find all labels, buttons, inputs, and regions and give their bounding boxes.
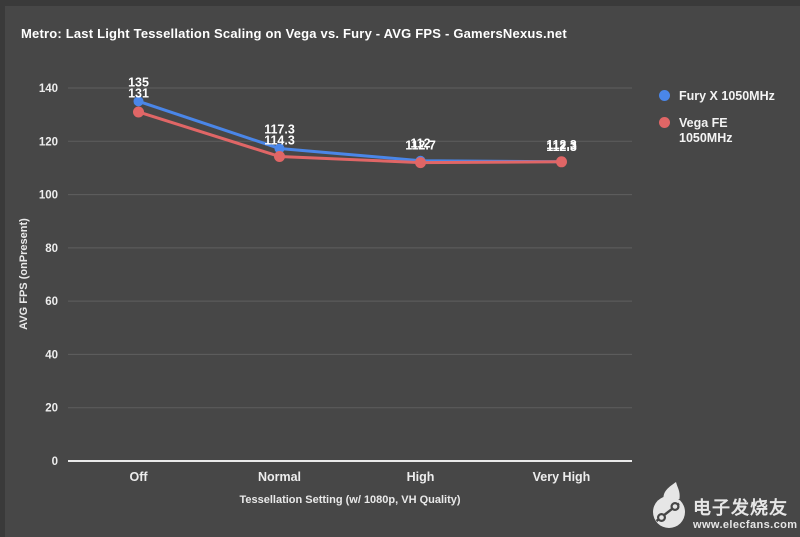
data-point: [556, 156, 567, 168]
data-label: 112.3: [546, 140, 577, 154]
legend-label: Vega FE 1050MHz: [679, 116, 733, 145]
x-category-label: Very High: [533, 470, 591, 484]
x-category-label: High: [407, 470, 435, 484]
y-tick-label: 100: [39, 190, 58, 202]
watermark-url-text: www.elecfans.com: [693, 519, 798, 531]
x-axis-title: Tessellation Setting (w/ 1080p, VH Quali…: [239, 494, 461, 506]
legend-item-vega[interactable]: Vega FE 1050MHz: [659, 116, 767, 145]
data-label: 135: [128, 75, 149, 89]
y-tick-label: 60: [45, 296, 58, 308]
data-label: 114.3: [264, 133, 295, 147]
y-tick-label: 40: [45, 349, 58, 361]
y-tick-label: 140: [39, 83, 58, 95]
data-label: 131: [128, 86, 149, 100]
data-point: [133, 106, 144, 118]
elecfans-logo-icon: [653, 482, 685, 528]
watermark: 电子发烧友 www.elecfans.com: [649, 481, 797, 531]
data-label: 112.7: [405, 139, 436, 153]
y-tick-label: 120: [39, 136, 58, 148]
legend: Fury X 1050MHz Vega FE 1050MHz: [659, 89, 775, 145]
data-point: [415, 157, 426, 169]
legend-label: Fury X 1050MHz: [679, 89, 775, 103]
y-tick-label: 20: [45, 403, 58, 415]
data-point: [274, 143, 285, 154]
top-edge-border: [0, 0, 800, 6]
data-point: [274, 150, 285, 162]
legend-item-fury[interactable]: Fury X 1050MHz: [659, 89, 775, 103]
series-line-vega: [137, 110, 563, 165]
y-tick-label: 80: [45, 243, 58, 255]
y-axis-title: AVG FPS (onPresent): [18, 218, 30, 330]
legend-color-dot: [659, 90, 670, 101]
chart-title: Metro: Last Light Tessellation Scaling o…: [21, 26, 567, 41]
legend-color-dot: [659, 117, 670, 129]
x-category-label: Normal: [258, 470, 301, 484]
data-label: 112.3: [546, 138, 577, 152]
data-label: 112: [410, 137, 430, 151]
watermark-brand-text: 电子发烧友: [693, 498, 788, 518]
data-label: 117.3: [264, 122, 295, 136]
y-tick-label: 0: [52, 456, 58, 468]
x-category-label: Off: [129, 470, 148, 484]
left-edge-border: [0, 0, 5, 537]
data-point: [133, 96, 144, 107]
